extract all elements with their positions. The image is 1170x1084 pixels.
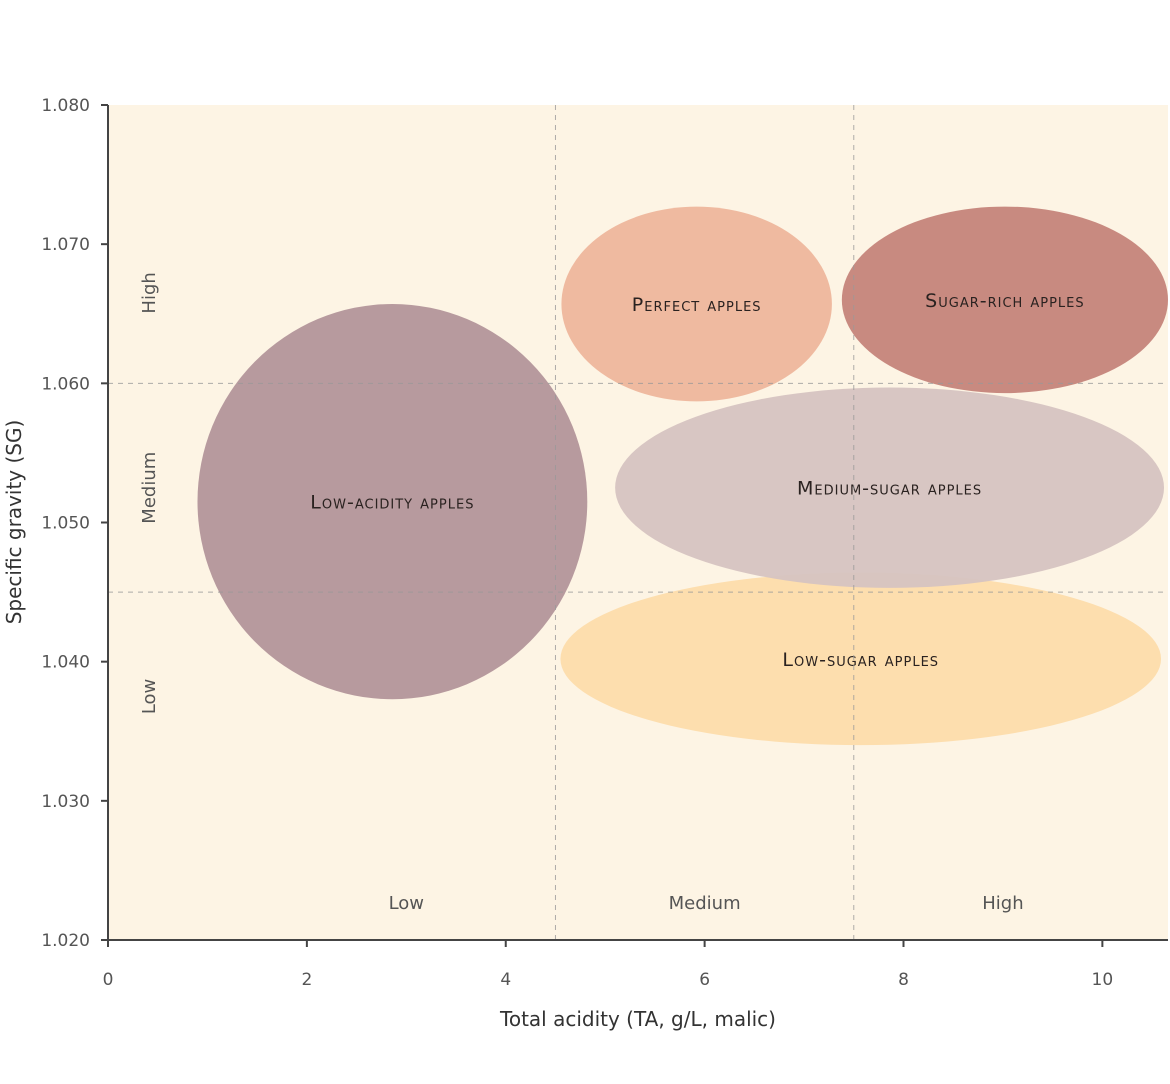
x-band-label: Low <box>389 893 424 914</box>
y-tick-label: 1.050 <box>41 514 90 534</box>
y-tick-label: 1.020 <box>41 931 90 951</box>
region-label: Perfect apples <box>632 294 762 316</box>
threshold-lines <box>108 105 1168 940</box>
region-ellipse <box>841 206 1168 394</box>
x-band-label: Medium <box>669 893 741 914</box>
y-band-label: Low <box>139 679 160 714</box>
y-tick-label: 1.070 <box>41 235 90 255</box>
y-tick-label: 1.030 <box>41 792 90 812</box>
x-tick-label: 10 <box>1092 970 1114 990</box>
x-tick-label: 8 <box>898 970 909 990</box>
region-ellipse <box>615 387 1165 588</box>
region-label: Low-acidity apples <box>310 492 474 514</box>
region: Perfect apples <box>561 206 832 402</box>
y-band-label: High <box>139 272 160 313</box>
x-tick-label: 4 <box>500 970 511 990</box>
region-label: Low-sugar apples <box>782 649 939 671</box>
band-labels: Low Medium High High Medium Low <box>139 272 1024 914</box>
x-tick-label: 2 <box>301 970 312 990</box>
region-ellipse <box>561 206 832 402</box>
x-band-label: High <box>982 893 1023 914</box>
axes: 0 2 4 6 8 10 1.020 1.030 1.040 1.050 1.060 1.070 1.0… <box>41 96 1168 990</box>
region-ellipse <box>560 572 1162 746</box>
region-label: Sugar-rich apples <box>925 290 1084 312</box>
x-tick-label: 0 <box>103 970 114 990</box>
region-ellipse <box>197 304 588 700</box>
y-tick-label: 1.060 <box>41 374 90 394</box>
y-tick-label: 1.080 <box>41 96 90 116</box>
region: Sugar-rich apples <box>841 206 1168 394</box>
region-label: Medium-sugar apples <box>797 478 982 500</box>
x-axis-label: Total acidity (TA, g/L, malic) <box>499 1007 776 1031</box>
y-band-label: Medium <box>139 452 160 524</box>
y-tick-label: 1.040 <box>41 653 90 673</box>
region: Medium-sugar apples <box>615 387 1165 588</box>
regions: Low-sugar apples Medium-sugar apples Perfe… <box>197 206 1168 746</box>
region: Low-sugar apples <box>560 572 1162 746</box>
region: Low-acidity apples <box>197 304 588 700</box>
y-axis-label: Specific gravity (SG) <box>2 420 26 625</box>
x-tick-label: 6 <box>699 970 710 990</box>
